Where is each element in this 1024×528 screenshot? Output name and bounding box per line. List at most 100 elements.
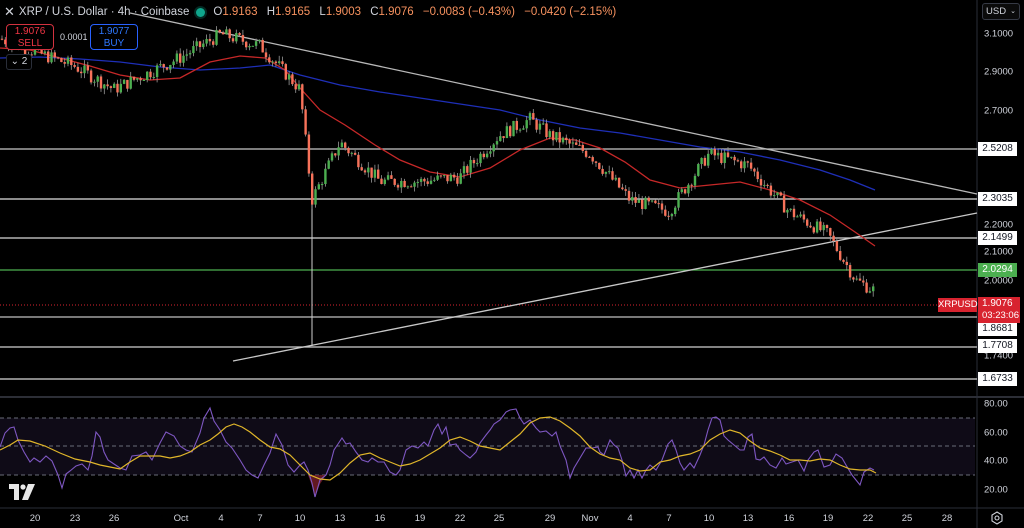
sell-price: 1.9076 — [14, 26, 46, 37]
candle-body — [396, 184, 400, 188]
level-tag[interactable]: 1.7708 — [978, 339, 1017, 353]
candle-body — [357, 154, 360, 168]
time-tick: 25 — [901, 513, 913, 524]
settings-gear-icon[interactable] — [990, 511, 1004, 525]
candle-body — [238, 33, 241, 36]
candle-body — [416, 181, 419, 183]
candle-body — [571, 142, 575, 144]
candle-body — [261, 39, 264, 53]
candle-body — [723, 152, 726, 163]
candle-body — [245, 41, 248, 48]
candle-body — [429, 180, 433, 184]
time-tick: Nov — [581, 513, 599, 524]
candle-body — [66, 57, 70, 64]
candle-body — [172, 61, 175, 65]
candle-body — [344, 142, 347, 148]
rsi-tick: 20.00 — [984, 484, 1008, 496]
candle-body — [413, 182, 416, 187]
collapse-indicators-button[interactable]: ⌄ 2 — [6, 54, 32, 70]
candle-body — [756, 171, 759, 180]
candle-body — [528, 113, 532, 121]
candle-body — [839, 251, 842, 260]
high-value: 1.9165 — [275, 6, 311, 18]
level-tag[interactable]: 2.3035 — [978, 192, 1017, 206]
candle-body — [733, 156, 736, 161]
candle-body — [0, 38, 4, 40]
change-value: −0.0083 (−0.43%) — [422, 6, 515, 18]
candle-body — [142, 79, 146, 81]
candle-body — [614, 177, 617, 180]
candle-body — [865, 282, 868, 293]
candle-body — [443, 175, 446, 177]
candle-body — [340, 142, 344, 148]
level-tag[interactable]: 1.8681 — [978, 322, 1017, 336]
candle-body — [703, 157, 707, 166]
candle-body — [806, 219, 809, 226]
level-tag[interactable]: 1.6733 — [978, 372, 1017, 386]
candle-body — [631, 197, 634, 201]
candle-body — [532, 113, 535, 120]
candle-body — [76, 66, 80, 72]
candle-body — [667, 215, 670, 217]
level-tag[interactable]: 2.0294 — [978, 263, 1017, 277]
level-tag[interactable]: 2.5208 — [978, 142, 1017, 156]
candle-body — [499, 136, 502, 142]
candle-body — [327, 160, 330, 169]
candle-body — [568, 140, 571, 144]
candle-body — [773, 195, 776, 197]
price-pane[interactable] — [0, 0, 977, 396]
close-x-icon[interactable]: ✕ — [4, 4, 15, 19]
time-tick: 22 — [454, 513, 466, 524]
time-tick: 7 — [666, 513, 672, 524]
candle-body — [809, 225, 812, 228]
candle-body — [446, 175, 449, 182]
currency-dropdown[interactable]: USD ⌄ — [982, 3, 1020, 20]
candle-body — [518, 129, 522, 131]
candle-body — [182, 55, 185, 63]
buy-button[interactable]: 1.9077 BUY — [90, 24, 138, 50]
tradingview-logo-icon[interactable] — [9, 484, 35, 500]
price-tick: 2.7000 — [984, 105, 1014, 117]
ascending-trendline[interactable] — [232, 212, 978, 362]
candle-body — [740, 161, 743, 169]
symbol-title[interactable]: XRP / U.S. Dollar · 4h · Coinbase — [18, 6, 190, 18]
candle-body — [96, 76, 99, 82]
candle-body — [759, 179, 763, 186]
horizontal-levels[interactable] — [0, 148, 977, 380]
candle-body — [43, 51, 47, 54]
candle-body — [515, 120, 518, 130]
candle-body — [426, 181, 429, 184]
candle-body — [743, 161, 746, 169]
candle-body — [525, 120, 528, 129]
candle-body — [400, 180, 403, 188]
time-tick: 16 — [783, 513, 795, 524]
candle-body — [423, 178, 426, 182]
candle-body — [796, 216, 799, 218]
candle-body — [693, 175, 697, 186]
symbol-header: ✕ XRP / U.S. Dollar · 4h · Coinbase O1.9… — [4, 3, 622, 21]
candle-body — [812, 227, 815, 233]
candle-body — [479, 153, 482, 164]
candle-body — [852, 277, 855, 280]
candlesticks[interactable] — [0, 26, 875, 297]
candle-body — [502, 136, 505, 139]
candle-body — [116, 83, 119, 93]
rsi-tick: 60.00 — [984, 427, 1008, 439]
candle-body — [459, 173, 462, 184]
candle-body — [713, 148, 716, 156]
time-tick: 23 — [69, 513, 81, 524]
level-tag[interactable]: 2.1499 — [978, 231, 1017, 245]
sell-button[interactable]: 1.9076 SELL — [6, 24, 54, 50]
time-tick: 16 — [374, 513, 386, 524]
candle-body — [152, 77, 155, 79]
candle-body — [50, 52, 53, 63]
rsi-line — [0, 406, 875, 498]
candle-body — [165, 67, 169, 70]
candle-body — [584, 150, 588, 157]
candle-body — [373, 169, 377, 178]
candle-body — [198, 41, 202, 48]
descending-trendline[interactable] — [129, 12, 978, 195]
time-tick: 13 — [742, 513, 754, 524]
